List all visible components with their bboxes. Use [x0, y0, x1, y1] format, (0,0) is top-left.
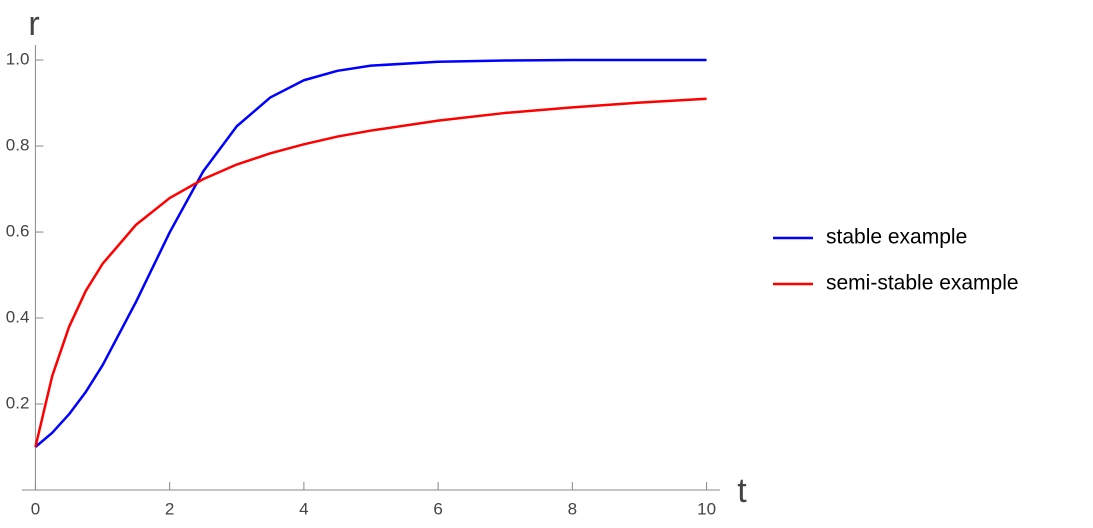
x-tick-label: 2	[165, 499, 174, 518]
x-tick-label: 10	[697, 499, 716, 518]
y-tick-label: 1.0	[6, 50, 30, 69]
x-tick-label: 8	[568, 499, 577, 518]
y-tick-label: 0.2	[6, 393, 30, 412]
x-tick-label: 0	[31, 499, 40, 518]
y-tick-label: 0.8	[6, 136, 30, 155]
x-axis-label: t	[737, 472, 747, 510]
x-tick-label: 4	[299, 499, 308, 518]
y-tick-label: 0.4	[6, 308, 30, 327]
series-line	[34, 97, 707, 448]
x-tick-label: 6	[433, 499, 442, 518]
y-axis-label: r	[28, 5, 39, 43]
series-line	[34, 58, 707, 448]
y-tick-label: 0.6	[6, 222, 30, 241]
legend-label: semi-stable example	[826, 272, 1019, 295]
legend-label: stable example	[826, 226, 967, 249]
